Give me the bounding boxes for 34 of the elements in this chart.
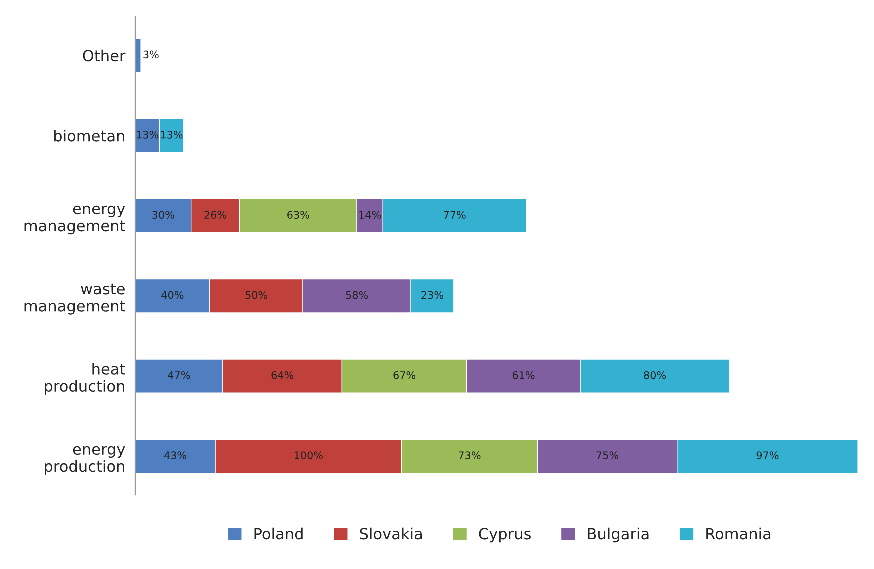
y-tick-label: Other: [83, 50, 126, 62]
data-label: 67%: [394, 371, 416, 380]
data-label: 47%: [168, 371, 190, 380]
data-label: 13%: [137, 130, 159, 139]
legend-label: Romania: [706, 528, 771, 540]
data-label: 14%: [360, 211, 382, 219]
data-label: 13%: [161, 130, 183, 139]
data-label: 58%: [346, 291, 368, 300]
data-label: 40%: [162, 291, 184, 300]
data-label: 97%: [756, 452, 779, 460]
data-label: 43%: [164, 452, 187, 460]
bar: [135, 38, 142, 73]
data-label: 75%: [596, 452, 619, 460]
data-label: 77%: [444, 211, 466, 219]
y-tick-label: biometan: [54, 130, 124, 142]
data-label: 30%: [152, 211, 174, 219]
y-tick-label: heat production: [45, 363, 126, 395]
data-label: 63%: [288, 211, 310, 219]
legend-label: Poland: [254, 528, 303, 540]
data-label: 23%: [422, 291, 444, 300]
legend-label: Cyprus: [479, 528, 531, 543]
data-label: 61%: [512, 371, 535, 380]
data-label: 80%: [644, 371, 666, 380]
y-tick-label: energy production: [45, 446, 126, 476]
data-label: 73%: [459, 452, 481, 460]
legend-label: Slovakia: [360, 528, 422, 540]
data-label: 50%: [246, 291, 268, 300]
y-tick-label: energy management: [24, 206, 126, 235]
data-label: 3%: [144, 50, 159, 59]
data-label: 26%: [204, 211, 227, 219]
data-label: 100%: [294, 452, 323, 460]
y-tick-label: waste management: [24, 284, 126, 315]
legend-label: Bulgaria: [588, 528, 649, 543]
data-label: 64%: [272, 371, 294, 380]
